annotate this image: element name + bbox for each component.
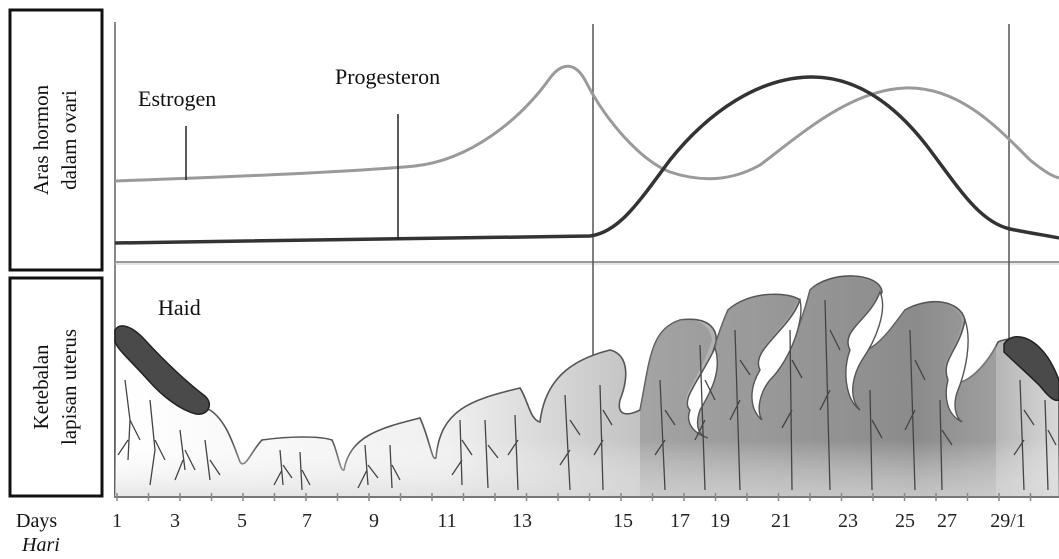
tick-label-11: 11 — [437, 510, 456, 532]
uterus-label-line2: lapisan uterus — [57, 329, 81, 445]
menstrual-lining-left — [114, 325, 211, 415]
days-axis-label: Days — [16, 510, 57, 532]
tick-label-15: 15 — [613, 510, 633, 532]
tick-label-1: 1 — [112, 510, 122, 532]
uterine-thickness-label-box: Ketebalan lapisan uterus — [8, 276, 104, 498]
endometrium-illustration — [114, 275, 1059, 498]
tick-label-23: 23 — [838, 510, 858, 532]
progesterone-curve — [114, 75, 1059, 245]
tick-label-27: 27 — [937, 510, 957, 532]
estrogen-curve — [114, 64, 1059, 183]
uterine-glands — [117, 299, 1057, 491]
tick-label-29-1: 29/1 — [990, 510, 1026, 532]
tick-label-21: 21 — [771, 510, 791, 532]
menstrual-lining-right — [1003, 336, 1059, 402]
tick-label-13: 13 — [512, 510, 532, 532]
hormone-level-label-box: Aras hormon dalam ovari — [8, 8, 104, 272]
tick-label-19: 19 — [710, 510, 730, 532]
tick-label-5: 5 — [237, 510, 247, 532]
tick-label-17: 17 — [670, 510, 690, 532]
hormone-label-line1: Aras hormon — [29, 84, 53, 195]
tick-label-9: 9 — [369, 510, 379, 532]
progesterone-label: Progesteron — [335, 64, 440, 89]
menstruation-label: Haid — [158, 295, 201, 320]
estrogen-label: Estrogen — [138, 86, 216, 111]
tick-label-3: 3 — [170, 510, 180, 532]
uterus-label-line1: Ketebalan — [29, 344, 53, 430]
tick-label-25: 25 — [895, 510, 915, 532]
x-axis-ticks: 1 3 5 7 9 11 13 15 17 19 21 23 25 27 29/1 — [112, 493, 1032, 532]
tick-label-7: 7 — [302, 510, 312, 532]
hari-axis-label: Hari — [21, 534, 60, 556]
hormone-label-line2: dalam ovari — [57, 90, 81, 190]
